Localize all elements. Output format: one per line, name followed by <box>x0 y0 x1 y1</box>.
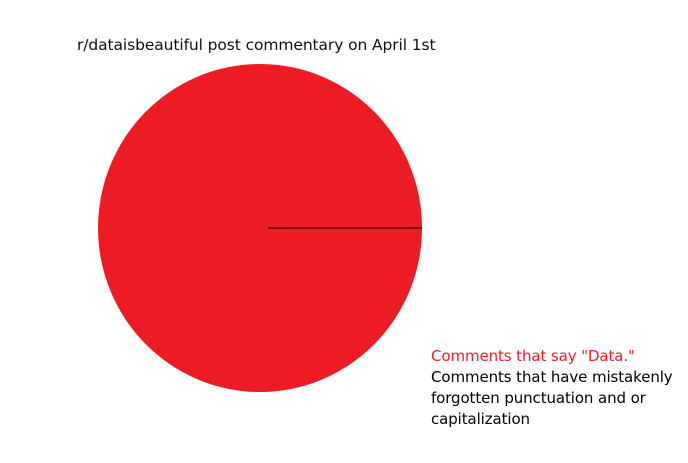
legend-entry-unpunctuated-comments: Comments that have mistakenly forgotten … <box>431 368 673 428</box>
pie-slice-0 <box>98 64 422 392</box>
legend-entry-data-comments: Comments that say "Data." <box>431 347 635 365</box>
chart-title: r/dataisbeautiful post commentary on Apr… <box>77 36 436 54</box>
chart-legend: Comments that say "Data." Comments that … <box>431 346 686 430</box>
